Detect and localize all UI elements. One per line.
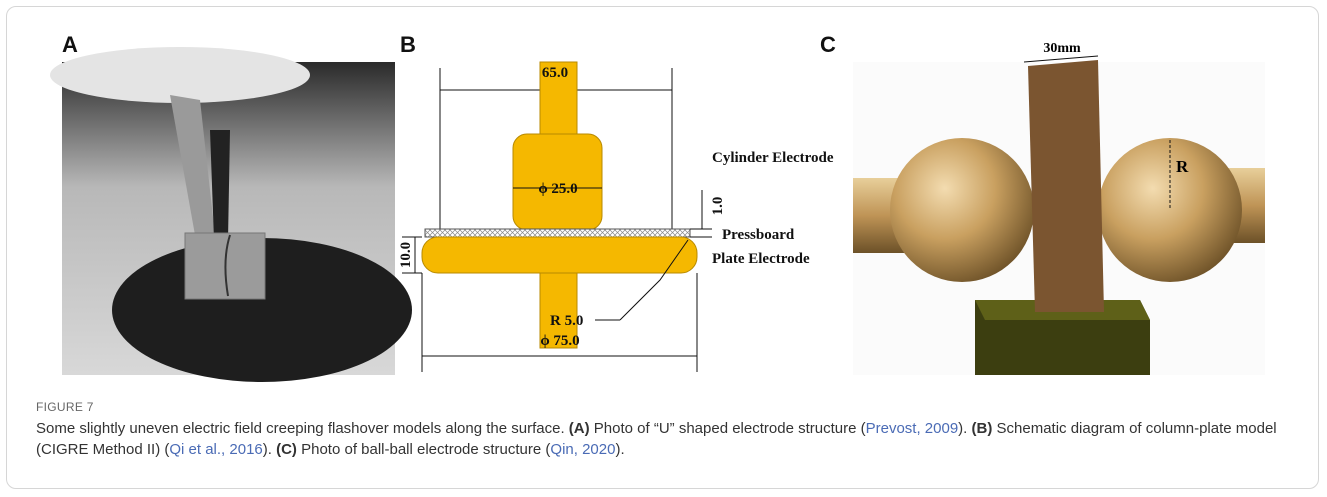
dimension-label: 65.0: [542, 65, 568, 81]
figure-panels: A B 65.0 ϕ 25.0 Cylinder Electrode 1.0 P…: [0, 0, 1327, 400]
caption-text: ).: [958, 420, 971, 437]
citation-link[interactable]: Qi et al., 2016: [169, 441, 262, 458]
panel-ref: (C): [276, 441, 297, 458]
panel-label: C: [820, 32, 836, 57]
caption-text: Some slightly uneven electric field cree…: [36, 420, 569, 437]
panel-ref: (A): [569, 420, 590, 437]
citation-link[interactable]: Qin, 2020: [550, 441, 615, 458]
part-label: Plate Electrode: [712, 251, 810, 267]
panel-label: B: [400, 32, 416, 57]
caption-text: ).: [263, 441, 276, 458]
photo-a: [50, 47, 412, 382]
dimension-label: ϕ 25.0: [538, 181, 577, 197]
citation-link[interactable]: Prevost, 2009: [866, 420, 959, 437]
render-c: [853, 56, 1265, 375]
dimension-label: 30mm: [1043, 41, 1081, 56]
panel-ref: (B): [972, 420, 993, 437]
caption-text: Photo of ball-ball electrode structure (: [297, 441, 550, 458]
caption-text: Photo of “U” shaped electrode structure …: [590, 420, 866, 437]
dimension-label: ϕ 75.0: [540, 333, 579, 349]
dimension-label: 10.0: [398, 242, 414, 268]
dimension-label: R: [1176, 157, 1189, 176]
figure-label: FIGURE 7: [36, 400, 1286, 414]
caption-text: ).: [615, 441, 624, 458]
dimension-label: 1.0: [710, 197, 726, 216]
dimension-label: R 5.0: [550, 313, 583, 329]
part-label: Pressboard: [722, 227, 795, 243]
part-label: Cylinder Electrode: [712, 150, 834, 166]
caption: FIGURE 7 Some slightly uneven electric f…: [36, 400, 1286, 460]
panel-label: A: [62, 32, 78, 57]
caption-text: Some slightly uneven electric field cree…: [36, 418, 1286, 460]
